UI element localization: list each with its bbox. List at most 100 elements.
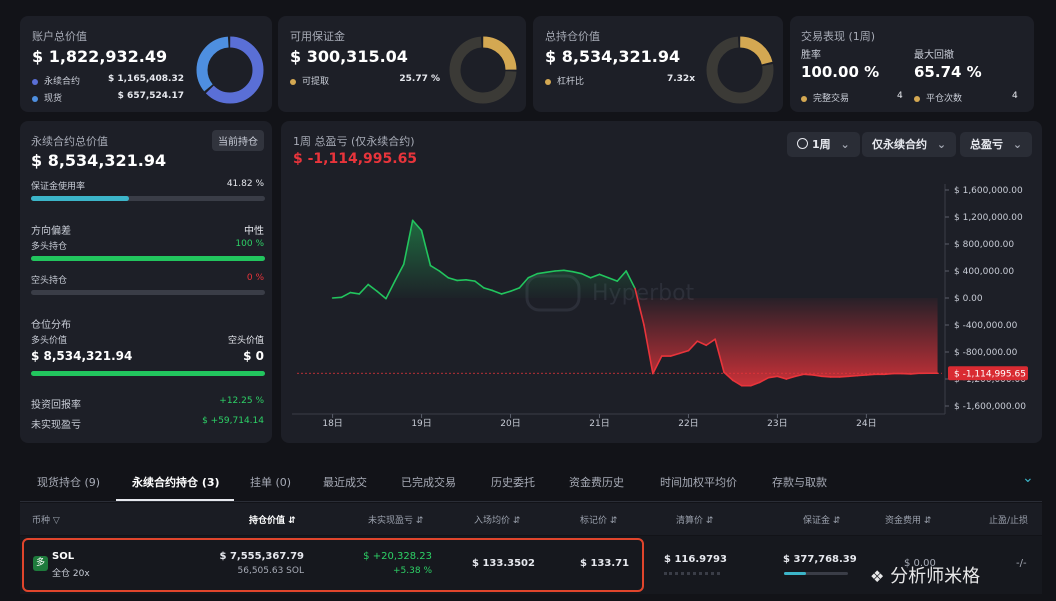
period-select[interactable]: 1周 ⌄ [787,132,860,157]
col-liq[interactable]: 清算价 ⇵ [676,516,714,526]
upnl-cell: $ +20,328.23 [363,551,432,562]
margin-usage-label: 保证金使用率 [31,182,86,192]
coin-symbol[interactable]: SOL [52,551,75,562]
position-donut [706,36,774,104]
series-line-segment [749,381,761,387]
table-row[interactable] [20,536,1042,594]
series-line-segment [402,219,414,266]
col-coin[interactable]: 币种 ▽ [32,516,60,526]
series-line-segment [518,276,530,289]
filter-icon[interactable]: ▽ [52,516,60,526]
series-line-segment [447,276,458,282]
short-value: $ 0 [243,349,264,363]
short-label: 空头持仓 [31,276,68,286]
last-value-badge [948,366,1028,381]
series-line-segment [340,291,352,299]
sort-icon: ⇵ [609,516,618,526]
tab-1[interactable]: 永续合约持仓 (3) [132,476,220,489]
position-value: $ 7,555,367.79 [219,551,304,562]
entry-cell: $ 133.3502 [472,558,535,569]
withdrawable-legend: 可提取 [290,74,329,87]
series-line-segment [785,375,797,380]
col-funding[interactable]: 资金费用 ⇵ [885,516,932,526]
col-mark[interactable]: 标记价 ⇵ [580,516,618,526]
donut-segment [706,36,774,104]
series-line-segment [696,340,708,347]
x-tick-label: 22日 [678,418,698,428]
series-line-segment [678,349,690,355]
account-donut [196,36,264,104]
long-bar [31,256,265,261]
logo-icon: ❖ [870,567,885,586]
account-value-label: 账户总价值 [32,30,87,43]
y-tick-label: $ -400,000.00 [954,321,1018,331]
series-line-segment [776,375,788,380]
perp-total-label: 永续合约总价值 [31,135,108,148]
liq-distance-bar [664,572,720,575]
position-value: $ 8,534,321.94 [545,47,681,66]
y-tick-label: $ 1,600,000.00 [954,186,1023,196]
leverage-value: 7.32x [666,74,695,84]
roi-label: 投资回报率 [31,400,81,411]
liq-cell: $ 116.9793 [664,554,727,565]
y-tick-label: $ 0.00 [954,294,983,304]
series-line-segment [420,229,432,267]
donut-segment [196,36,264,104]
margin-usage-bar [31,196,265,201]
sort-icon: ⇵ [288,516,296,526]
collapse-chevron-icon[interactable]: ⌄ [1022,470,1034,486]
sort-icon: ⇵ [512,516,521,526]
funding-cell: $ 0.00 [904,558,936,569]
tab-6[interactable]: 资金费历史 [569,476,624,489]
series-line-segment [331,296,343,299]
series-line-segment [598,273,610,279]
performance-card: 交易表现 (1周) 胜率 100.00 % 最大回撤 65.74 % 完整交易 … [790,16,1034,112]
tab-2[interactable]: 挂单 (0) [250,476,292,489]
series-line-segment [758,376,770,384]
negative-area [332,298,938,386]
col-entry[interactable]: 入场均价 ⇵ [474,516,521,526]
donut-segment [196,36,264,104]
tab-8[interactable]: 存款与取款 [772,476,827,489]
series-line-segment [500,290,512,295]
tab-5[interactable]: 历史委托 [491,476,535,489]
y-tick-label: $ -1,600,000.00 [954,402,1026,412]
series-line-segment [438,270,450,279]
col-position-value[interactable]: 持仓价值 ⇵ [249,516,296,526]
sort-icon: ⇵ [705,516,714,526]
performance-label: 交易表现 (1周) [801,30,876,43]
drawdown-value: 65.74 % [914,63,982,81]
perp-total-value: $ 8,534,321.94 [31,151,167,170]
x-tick-label: 19日 [411,418,431,428]
margin-label: 可用保证金 [290,30,345,43]
upnl-label: 未实现盈亏 [31,420,81,431]
tab-7[interactable]: 时间加权平均价 [660,476,737,489]
chevron-down-icon: ⌄ [840,138,850,151]
tab-0[interactable]: 现货持仓 (9) [37,476,101,489]
series-line-segment [803,373,814,376]
tab-4[interactable]: 已完成交易 [401,476,456,489]
chart-pnl-value: $ -1,114,995.65 [293,151,418,167]
bias-label: 方向偏差 [31,226,71,237]
series-line-segment [652,355,663,375]
chevron-down-icon: ⌄ [1012,138,1023,151]
tab-3[interactable]: 最近成交 [323,476,367,489]
col-margin[interactable]: 保证金 ⇵ [803,516,841,526]
short-pct: 0 % [246,273,264,283]
series-line-segment [491,289,503,295]
series-line-segment [367,283,378,293]
y-tick-label: $ 1,200,000.00 [954,213,1023,223]
leverage-legend: 杠杆比 [545,74,584,87]
winrate-label: 胜率 [801,50,821,61]
metric-select[interactable]: 总盈亏 ⌄ [960,132,1033,157]
series-line-segment [563,269,574,273]
donut-segment [449,36,517,104]
col-upnl[interactable]: 未实现盈亏 ⇵ [368,516,424,526]
short-bar [31,290,265,295]
scope-select[interactable]: 仅永续合约 ⌄ [862,132,957,157]
series-line-segment [429,264,441,272]
chevron-down-icon: ⌄ [936,138,947,151]
series-line-segment [358,283,369,295]
series-line-segment [571,270,583,275]
short-value-label: 空头价值 [227,336,264,346]
